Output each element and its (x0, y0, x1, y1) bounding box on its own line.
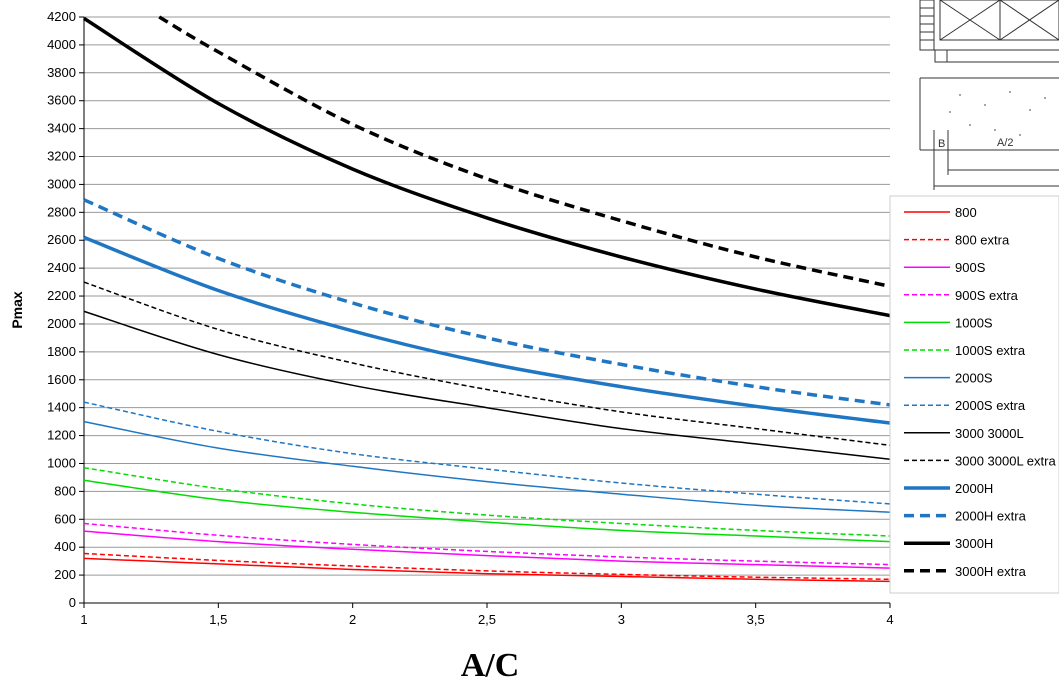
legend-label-3000h-extra: 3000H extra (955, 564, 1027, 579)
y-tick-label: 1600 (47, 372, 76, 387)
y-tick-labels: 0 200 400 600 800 1000 1200 1400 1600 1800 2000 220… (47, 9, 84, 610)
y-tick-label: 3000 (47, 176, 76, 191)
y-tick-label: 0 (69, 595, 76, 610)
inset-technical-drawing: B A/2 (912, 0, 1059, 190)
legend-label-1000s: 1000S (955, 315, 993, 330)
series-line-1000s-extra (83, 466, 891, 537)
y-tick-label: 400 (54, 539, 76, 554)
y-axis-label: Pmax (9, 291, 25, 329)
series-line-3000-3000l (83, 310, 891, 461)
series-line-800 (83, 557, 891, 583)
series-lines (83, 15, 891, 583)
series-line-2000h (83, 235, 891, 425)
legend-label-2000s: 2000S (955, 371, 993, 386)
y-tick-label: 1000 (47, 455, 76, 470)
legend-label-2000s-extra: 2000S extra (955, 398, 1026, 413)
y-tick-label: 2400 (47, 260, 76, 275)
series-line-2000s-extra (83, 401, 891, 505)
x-tick-labels: 1 1,5 2 2,5 3 3,5 4 (80, 603, 894, 627)
legend-label-800: 800 (955, 205, 977, 220)
inset-label-b: B (938, 138, 945, 150)
series-line-900s-extra (83, 522, 891, 566)
y-tick-label: 1200 (47, 428, 76, 443)
legend-label-3000h: 3000H (955, 536, 993, 551)
y-tick-label: 2800 (47, 204, 76, 219)
legend-label-2000h: 2000H (955, 481, 993, 496)
legend-label-900s: 900S (955, 260, 986, 275)
legend-label-3000-3000l-extra: 3000 3000L extra (955, 453, 1056, 468)
series-line-900s (83, 530, 891, 569)
x-tick-label: 1 (80, 612, 87, 627)
y-tick-label: 1800 (47, 344, 76, 359)
legend-label-1000s-extra: 1000S extra (955, 343, 1026, 358)
legend-label-800-extra: 800 extra (955, 233, 1010, 248)
legend-label-2000h-extra: 2000H extra (955, 509, 1027, 524)
y-tick-label: 2000 (47, 316, 76, 331)
grid-lines (84, 16, 890, 576)
x-tick-label: 1,5 (209, 612, 227, 627)
series-line-2000h-extra (83, 198, 891, 407)
inset-label-a-half: A/2 (997, 137, 1014, 149)
y-tick-label: 1400 (47, 400, 76, 415)
y-tick-label: 800 (54, 483, 76, 498)
legend-label-3000-3000l: 3000 3000L (955, 426, 1024, 441)
y-tick-label: 3800 (47, 65, 76, 80)
series-line-3000-3000l-extra (83, 281, 891, 447)
series-line-3000h (83, 16, 891, 318)
x-tick-label: 3 (618, 612, 625, 627)
series-line-800-extra (83, 552, 891, 581)
y-tick-label: 3400 (47, 121, 76, 136)
y-tick-label: 2200 (47, 288, 76, 303)
series-line-2000s (83, 420, 891, 514)
axes (83, 17, 890, 604)
series-line-3000h-extra (158, 15, 891, 289)
x-tick-label: 4 (886, 612, 893, 627)
y-tick-label: 3200 (47, 149, 76, 164)
legend: 800 800 extra 900S 900S extra 1000S 1000S ext… (889, 195, 1059, 594)
legend-label-900s-extra: 900S extra (955, 288, 1019, 303)
y-tick-label: 4200 (47, 9, 76, 24)
y-tick-label: 3600 (47, 93, 76, 108)
y-tick-label: 200 (54, 567, 76, 582)
series-line-1000s (83, 479, 891, 543)
x-tick-label: 3,5 (747, 612, 765, 627)
x-tick-label: 2,5 (478, 612, 496, 627)
x-tick-label: 2 (349, 612, 356, 627)
y-tick-label: 4000 (47, 37, 76, 52)
x-axis-label: A/C (461, 647, 520, 680)
legend-box (889, 195, 1059, 594)
y-tick-label: 2600 (47, 232, 76, 247)
y-tick-label: 600 (54, 511, 76, 526)
